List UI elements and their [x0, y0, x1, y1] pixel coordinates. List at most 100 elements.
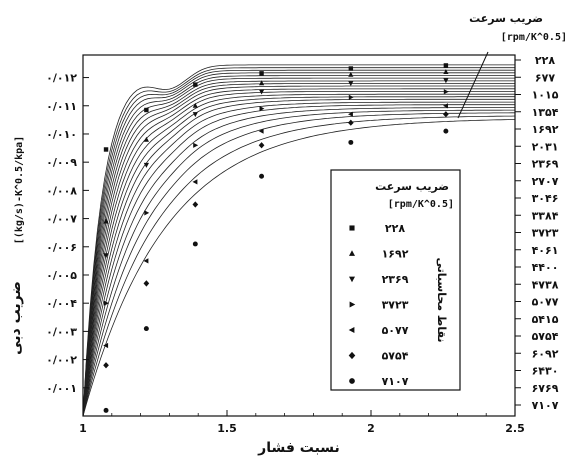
data-point [259, 173, 265, 179]
x-tick-label: 1.5 [217, 422, 237, 435]
speed-line-13 [82, 96, 515, 417]
speed-line-7 [82, 80, 515, 417]
data-point [259, 106, 265, 112]
data-point [192, 201, 199, 208]
x-tick-label: 2 [367, 422, 375, 435]
data-point [143, 136, 149, 142]
data-point [143, 258, 149, 264]
series-labels-right: ۲۲۸ ۶۷۷ ۱۰۱۵ ۱۳۵۴ ۱۶۹۲ ۲۰۳۱ ۲۳۶۹ ۲۷۰۷ ۳۰۴۶ ۳۳۸۴ ۳۷… [515, 54, 559, 412]
x-axis-ticks: 1 1.5 2 2.5 [79, 410, 525, 435]
series-label: ۴۷۳۸ [532, 278, 559, 291]
speed-line-18 [82, 109, 515, 417]
legend-marker [348, 327, 355, 333]
series-label: ۶۴۳۰ [532, 365, 559, 378]
legend-marker [349, 276, 355, 283]
computed-points [103, 63, 449, 413]
legend-label: ۲۳۶۹ [382, 273, 409, 286]
data-point [192, 241, 198, 247]
data-point [104, 300, 109, 306]
series-label: ۱۶۹۲ [532, 123, 559, 136]
data-point [348, 71, 354, 77]
series-label: ۴۴۰۰ [532, 261, 559, 274]
legend-side-label: نقاط محاسباتی [435, 258, 448, 343]
data-point [443, 69, 449, 74]
x-tick-label: 2.5 [505, 422, 525, 435]
y-tick-label: ۰/۰۰۴ [46, 297, 77, 310]
legend-marker [348, 351, 356, 360]
data-point [443, 103, 448, 109]
speed-line-6 [82, 77, 515, 417]
series-label: ۴۰۶۱ [532, 244, 559, 257]
data-point [103, 342, 109, 349]
data-point [443, 63, 449, 68]
speed-line-2 [82, 67, 515, 417]
series-label: ۲۳۶۹ [532, 158, 559, 171]
speed-line-19 [82, 112, 515, 417]
speed-line-4 [82, 72, 515, 417]
data-point [193, 82, 198, 87]
speed-line-17 [82, 107, 515, 417]
y-tick-label: ۰/۰۰۳ [46, 325, 77, 338]
legend-marker [349, 301, 356, 308]
data-point [259, 80, 265, 86]
x-tick-label: 1 [79, 422, 87, 435]
legend-label: ۳۷۲۳ [382, 299, 409, 312]
y-tick-label: ۰/۰۰۱ [46, 382, 77, 395]
legend: ضریب سرعت [rpm/K^0.5] نقاط محاسباتی ۲۲۸ ۱… [330, 169, 461, 391]
y-tick-label: ۰/۰۰۸ [46, 184, 77, 197]
series-label: ۶۷۷ [535, 71, 555, 84]
speed-line-8 [82, 83, 515, 417]
speed-line-20 [82, 115, 516, 417]
data-point [103, 407, 109, 413]
data-point [348, 94, 354, 100]
legend-title: ضریب سرعت [375, 180, 449, 193]
legend-marker [349, 378, 355, 384]
data-point [193, 142, 199, 148]
legend-marker [349, 250, 355, 256]
speed-line-10 [82, 88, 515, 417]
legend-entries: ۲۲۸ ۱۶۹۲ ۲۳۶۹ ۳۷۲۳ ۵۰۷۷ ۵۷۵۴ ۷۱۰۷ [348, 222, 409, 388]
data-point [348, 111, 353, 117]
data-point [259, 71, 264, 76]
speed-line-5 [82, 75, 515, 417]
speed-line-21 [82, 119, 515, 417]
data-point [348, 81, 354, 87]
data-point [348, 139, 354, 145]
data-point [103, 362, 109, 369]
legend-marker [349, 225, 355, 231]
data-point [443, 89, 449, 95]
speed-line-15 [82, 101, 515, 417]
series-label: ۶۰۹۲ [532, 347, 559, 360]
legend-label: ۵۰۷۷ [382, 324, 409, 337]
series-label: ۱۳۵۴ [532, 106, 559, 119]
data-point [443, 78, 449, 84]
data-point [348, 119, 354, 126]
data-point [103, 147, 109, 152]
plot-frame [82, 54, 516, 417]
data-point [103, 218, 109, 224]
data-point [192, 102, 198, 108]
series-header-title: ضریب سرعت [469, 12, 543, 25]
data-point [192, 179, 198, 185]
y-tick-label: ۰/۰۰۲ [46, 354, 77, 367]
speed-line-14 [82, 98, 515, 417]
data-point [443, 128, 449, 134]
curve-lines [82, 64, 516, 417]
series-label: ۵۴۱۵ [532, 313, 559, 326]
speed-line-3 [82, 69, 515, 417]
y-tick-label: ۰/۰۱۱ [46, 100, 77, 113]
speed-line-12 [82, 93, 515, 417]
series-header-pointer [457, 51, 489, 119]
series-label: ۵۷۵۴ [532, 330, 559, 343]
data-point [443, 111, 449, 118]
series-label: ۱۰۱۵ [532, 89, 559, 102]
y-tick-label: ۰/۰۰۵ [46, 269, 77, 282]
legend-unit: [rpm/K^0.5] [388, 199, 454, 210]
speed-line-1 [82, 64, 515, 417]
data-point [144, 210, 150, 216]
series-label: ۲۷۰۷ [532, 175, 559, 188]
data-point [143, 326, 149, 332]
y-tick-label: ۰/۰۰۷ [46, 213, 77, 226]
series-label: ۳۷۲۳ [532, 227, 559, 240]
